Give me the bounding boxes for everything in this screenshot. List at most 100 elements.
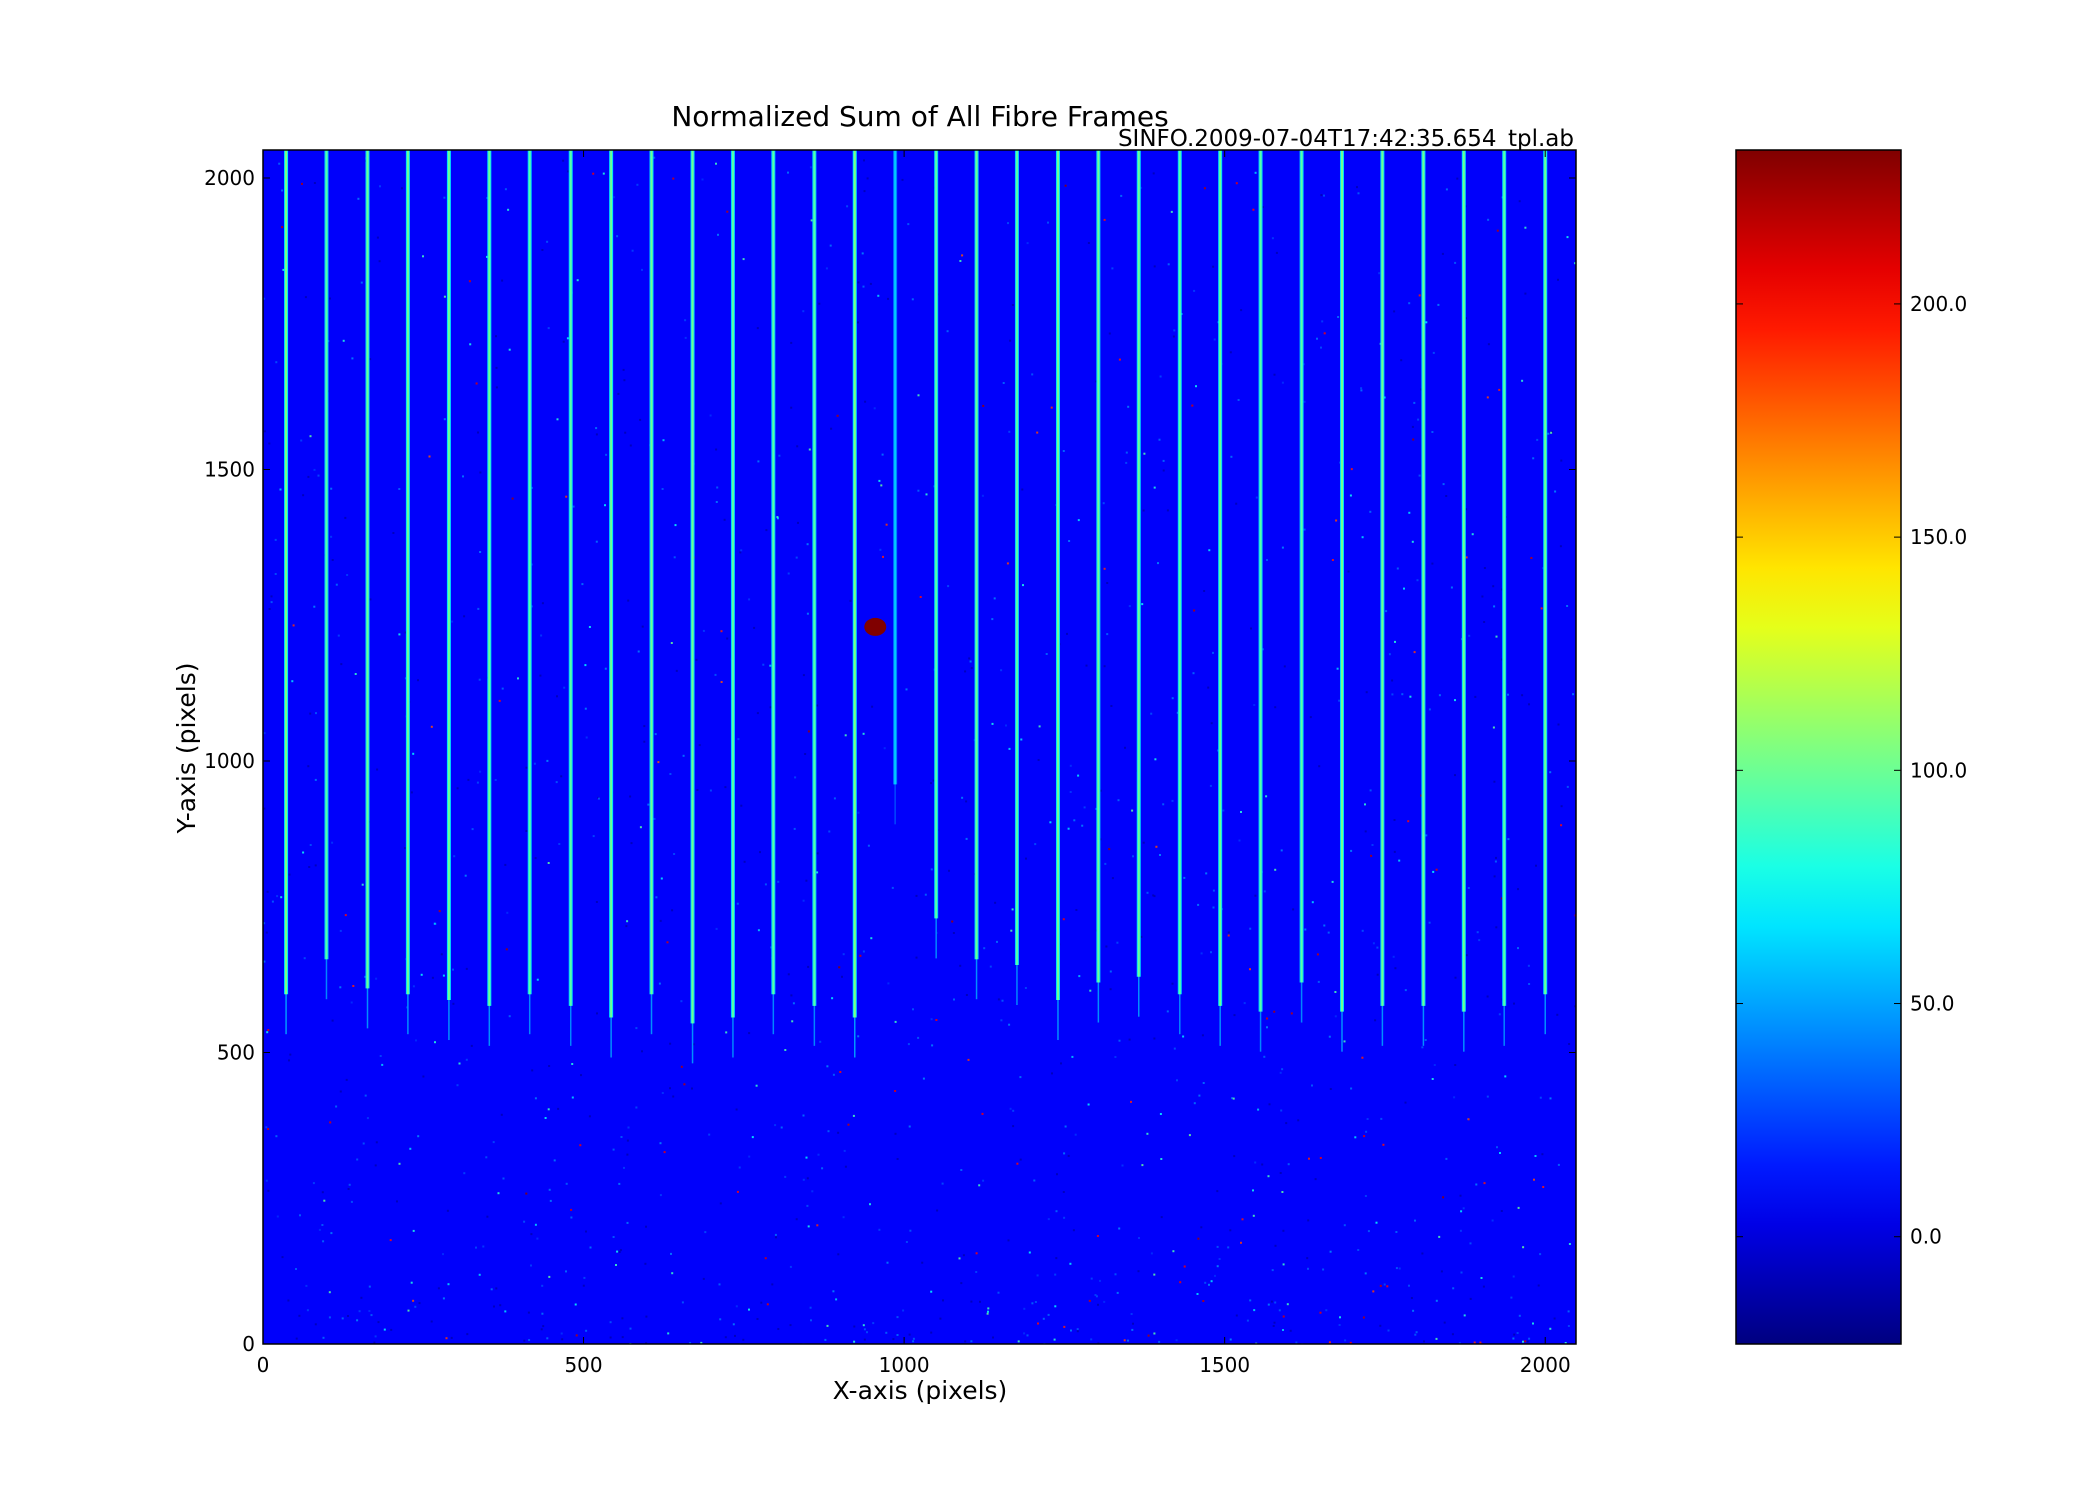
- noise-pixel: [994, 901, 997, 904]
- noise-pixel: [534, 857, 537, 860]
- noise-pixel: [1451, 1333, 1454, 1336]
- noise-pixel: [796, 445, 799, 448]
- noise-pixel: [1254, 1161, 1257, 1164]
- noise-pixel: [908, 1333, 911, 1336]
- noise-pixel: [317, 474, 320, 477]
- noise-pixel: [1153, 1332, 1156, 1335]
- noise-pixel: [695, 658, 698, 661]
- noise-pixel: [1411, 540, 1414, 543]
- noise-pixel: [584, 707, 587, 710]
- noise-pixel: [1282, 1229, 1285, 1232]
- noise-pixel: [584, 664, 587, 667]
- noise-pixel: [1249, 927, 1252, 930]
- noise-pixel: [896, 1334, 899, 1336]
- noise-pixel: [873, 407, 876, 410]
- noise-pixel: [647, 803, 650, 806]
- noise-pixel: [376, 768, 379, 771]
- x-tick-label: 1000: [879, 1353, 930, 1377]
- noise-pixel: [1380, 1117, 1383, 1120]
- noise-pixel: [281, 1256, 284, 1259]
- noise-pixel: [1272, 1325, 1275, 1327]
- noise-pixel: [737, 738, 740, 741]
- noise-pixel: [1574, 262, 1576, 265]
- noise-pixel: [666, 941, 669, 944]
- noise-pixel: [1398, 859, 1401, 862]
- noise-pixel: [1142, 509, 1145, 512]
- noise-pixel: [1081, 824, 1084, 827]
- noise-pixel: [1036, 431, 1039, 434]
- noise-pixel: [787, 973, 790, 976]
- noise-pixel: [1445, 495, 1448, 497]
- noise-pixel: [1200, 1226, 1203, 1229]
- noise-pixel: [1307, 1267, 1309, 1270]
- noise-pixel: [1141, 1164, 1144, 1167]
- noise-pixel: [1302, 363, 1305, 366]
- noise-pixel: [527, 1311, 530, 1314]
- noise-pixel: [1104, 862, 1107, 865]
- noise-pixel: [743, 860, 746, 863]
- noise-pixel: [1152, 894, 1155, 897]
- noise-pixel: [1487, 343, 1490, 346]
- noise-pixel: [308, 866, 311, 868]
- noise-pixel: [1176, 1079, 1178, 1082]
- noise-pixel: [530, 1233, 533, 1236]
- noise-pixel: [1031, 373, 1034, 376]
- noise-pixel: [915, 956, 918, 959]
- noise-pixel: [975, 1271, 978, 1273]
- noise-pixel: [368, 1285, 371, 1288]
- noise-pixel: [373, 1341, 376, 1344]
- noise-pixel: [1383, 1283, 1386, 1286]
- noise-pixel: [618, 1251, 621, 1253]
- noise-pixel: [983, 947, 986, 950]
- noise-pixel: [982, 1179, 985, 1182]
- noise-pixel: [1560, 824, 1563, 827]
- noise-pixel: [866, 1331, 868, 1334]
- noise-pixel: [1338, 699, 1341, 702]
- noise-pixel: [347, 1188, 350, 1190]
- noise-pixel: [379, 1055, 382, 1057]
- noise-pixel: [1408, 511, 1411, 514]
- noise-pixel: [1431, 562, 1434, 565]
- noise-pixel: [270, 595, 273, 598]
- noise-pixel: [769, 664, 772, 667]
- noise-pixel: [960, 1282, 963, 1285]
- noise-pixel: [302, 851, 305, 854]
- noise-pixel: [842, 953, 845, 956]
- noise-pixel: [1369, 510, 1372, 513]
- noise-pixel: [1143, 452, 1146, 455]
- noise-pixel: [1000, 1019, 1003, 1022]
- noise-pixel: [1499, 1152, 1501, 1154]
- noise-pixel: [726, 210, 729, 213]
- noise-pixel: [967, 1058, 970, 1061]
- noise-pixel: [742, 258, 745, 261]
- noise-pixel: [724, 786, 727, 789]
- noise-pixel: [1051, 1072, 1053, 1075]
- noise-pixel: [777, 880, 780, 883]
- noise-pixel: [886, 1261, 889, 1264]
- noise-pixel: [1243, 1002, 1246, 1005]
- noise-pixel: [1106, 633, 1109, 636]
- noise-pixel: [1204, 1281, 1207, 1284]
- noise-pixel: [790, 406, 793, 409]
- noise-pixel: [612, 1148, 615, 1151]
- noise-pixel: [1334, 991, 1337, 993]
- noise-pixel: [463, 615, 466, 618]
- noise-pixel: [1008, 1023, 1011, 1026]
- noise-pixel: [357, 197, 360, 200]
- noise-pixel: [1452, 1287, 1455, 1290]
- noise-pixel: [661, 488, 664, 490]
- noise-pixel: [1102, 502, 1105, 505]
- noise-pixel: [958, 1257, 961, 1260]
- noise-pixel: [479, 471, 482, 474]
- noise-pixel: [470, 1044, 473, 1047]
- noise-pixel: [844, 1165, 847, 1168]
- noise-pixel: [859, 954, 862, 957]
- noise-pixel: [1465, 556, 1468, 559]
- noise-pixel: [595, 427, 598, 430]
- noise-pixel: [965, 994, 968, 996]
- noise-pixel: [1518, 200, 1521, 203]
- noise-pixel: [422, 1075, 425, 1078]
- noise-pixel: [1083, 806, 1086, 809]
- noise-pixel: [639, 418, 642, 421]
- noise-pixel: [329, 297, 331, 300]
